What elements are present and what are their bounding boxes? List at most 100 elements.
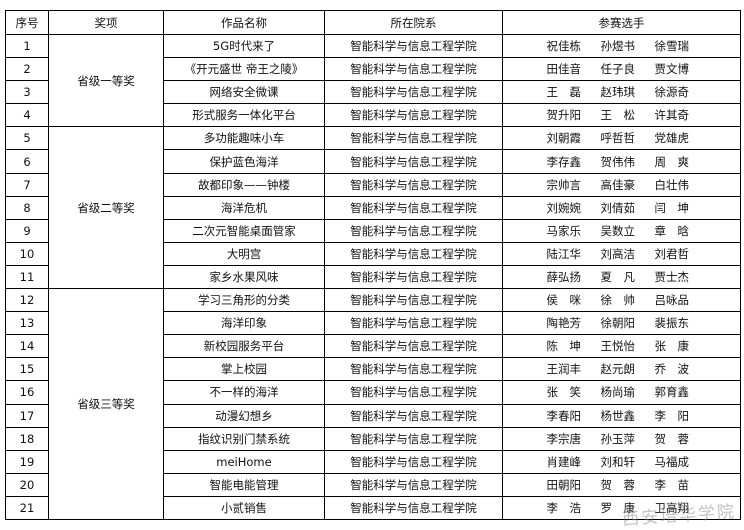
header-title: 作品名称 [163,10,325,35]
member-name: 刘君哲 [654,246,690,261]
member-name: 田朝阳 [546,477,582,492]
member-name: 罗 康 [600,500,636,515]
row-number: 7 [5,172,49,197]
department: 智能科学与信息工程学院 [324,472,503,497]
department: 智能科学与信息工程学院 [324,57,503,82]
member-name: 贺伟伟 [600,154,636,169]
row-number: 10 [5,241,49,266]
row-number: 1 [5,33,49,59]
members: 李 浩 罗 康 卫高翔 [502,495,741,520]
department: 智能科学与信息工程学院 [324,403,503,428]
table-row: 7 故都印象——钟楼 智能科学与信息工程学院 宗帅言 高佳豪 白壮伟 [5,172,741,197]
member-name: 陶艳芳 [546,316,582,331]
members: 刘婉婉 刘倩茹 闫 坤 [502,195,741,220]
member-name: 陆江华 [546,246,582,261]
department: 智能科学与信息工程学院 [324,172,503,197]
members: 李春阳 杨世鑫 李 阳 [502,403,741,428]
project-title: 海洋危机 [163,195,325,220]
member-name: 白壮伟 [654,177,690,192]
member-name: 王 松 [600,108,636,123]
member-name: 张 笑 [546,385,582,400]
header-no: 序号 [5,10,49,35]
project-title: 《开元盛世 帝王之陵》 [163,57,325,82]
members: 侯 咪 徐 帅 吕咏品 [502,288,741,313]
members: 李存鑫 贺伟伟 周 爽 [502,149,741,174]
row-number: 14 [5,334,49,359]
table-row: 11 家乡水果风味 智能科学与信息工程学院 薛弘扬 夏 凡 贾士杰 [5,264,741,290]
member-name: 赵玮琪 [600,85,636,100]
award-level: 省级一等奖 [48,33,164,128]
members: 陶艳芳 徐朝阳 裴振东 [502,311,741,336]
member-name: 刘和轩 [600,454,636,469]
member-name: 章 晗 [654,223,690,238]
header-members: 参赛选手 [502,10,741,35]
project-title: meiHome [163,449,325,474]
member-name: 马家乐 [546,223,582,238]
members: 马家乐 吴数立 章 晗 [502,218,741,243]
project-title: 大明宫 [163,241,325,266]
department: 智能科学与信息工程学院 [324,195,503,220]
department: 智能科学与信息工程学院 [324,126,503,151]
members: 肖建峰 刘和轩 马福成 [502,449,741,474]
member-name: 杨尚瑜 [600,385,636,400]
header-row: 序号 奖项 作品名称 所在院系 参赛选手 [5,10,741,35]
member-name: 贾士杰 [654,269,690,284]
project-title: 不一样的海洋 [163,380,325,405]
awards-table: 序号 奖项 作品名称 所在院系 参赛选手 1 省级一等奖 5G时代来了 智能科学与信息… [5,10,741,520]
table-row: 1 省级一等奖 5G时代来了 智能科学与信息工程学院 祝佳栋 孙煜书 徐雪瑞 [5,33,741,128]
table-row: 4 形式服务一体化平台 智能科学与信息工程学院 贺升阳 王 松 许其奇 [5,103,741,128]
department: 智能科学与信息工程学院 [324,334,503,359]
row-number: 11 [5,264,49,290]
department: 智能科学与信息工程学院 [324,426,503,451]
row-number: 17 [5,403,49,428]
row-number: 6 [5,149,49,174]
row-number: 18 [5,426,49,451]
project-title: 多功能趣味小车 [163,126,325,151]
members: 宗帅言 高佳豪 白壮伟 [502,172,741,197]
member-name: 王润丰 [546,362,582,377]
department: 智能科学与信息工程学院 [324,149,503,174]
member-name: 李 浩 [546,500,582,515]
table-row: 20 智能电能管理 智能科学与信息工程学院 田朝阳 贺 蓉 李 苗 [5,472,741,497]
member-name: 薛弘扬 [546,269,582,284]
row-number: 5 [5,126,49,151]
members: 薛弘扬 夏 凡 贾士杰 [502,264,741,290]
project-title: 动漫幻想乡 [163,403,325,428]
member-name: 李 阳 [654,408,690,423]
department: 智能科学与信息工程学院 [324,103,503,128]
member-name: 孙玉萍 [600,431,636,446]
department: 智能科学与信息工程学院 [324,241,503,266]
member-name: 孙煜书 [600,39,636,54]
member-name: 吴数立 [600,223,636,238]
table-row: 8 海洋危机 智能科学与信息工程学院 刘婉婉 刘倩茹 闫 坤 [5,195,741,220]
members: 祝佳栋 孙煜书 徐雪瑞 [502,33,741,59]
department: 智能科学与信息工程学院 [324,449,503,474]
project-title: 新校园服务平台 [163,334,325,359]
member-name: 任子良 [600,62,636,77]
row-number: 4 [5,103,49,128]
row-number: 13 [5,311,49,336]
table-row: 13 海洋印象 智能科学与信息工程学院 陶艳芳 徐朝阳 裴振东 [5,311,741,336]
member-name: 祝佳栋 [546,39,582,54]
table-row: 18 指纹识别门禁系统 智能科学与信息工程学院 李宗唐 孙玉萍 贺 蓉 [5,426,741,451]
header-award: 奖项 [48,10,164,35]
table-row: 12 省级三等奖 学习三角形的分类 智能科学与信息工程学院 侯 咪 徐 帅 吕咏品 [5,288,741,520]
member-name: 贺 蓉 [654,431,690,446]
project-title: 故都印象——钟楼 [163,172,325,197]
project-title: 海洋印象 [163,311,325,336]
member-name: 党雄虎 [654,131,690,146]
member-name: 张 康 [654,339,690,354]
member-name: 陈 坤 [546,339,582,354]
member-name: 闫 坤 [654,200,690,215]
member-name: 徐雪瑞 [654,39,690,54]
member-name: 刘婉婉 [546,200,582,215]
award-level: 省级二等奖 [48,126,164,290]
table-row: 14 新校园服务平台 智能科学与信息工程学院 陈 坤 王悦怡 张 康 [5,334,741,359]
department: 智能科学与信息工程学院 [324,33,503,59]
department: 智能科学与信息工程学院 [324,357,503,382]
project-title: 智能电能管理 [163,472,325,497]
department: 智能科学与信息工程学院 [324,495,503,520]
table-row: 15 掌上校园 智能科学与信息工程学院 王润丰 赵元朗 乔 波 [5,357,741,382]
project-title: 形式服务一体化平台 [163,103,325,128]
members: 陆江华 刘高洁 刘君哲 [502,241,741,266]
